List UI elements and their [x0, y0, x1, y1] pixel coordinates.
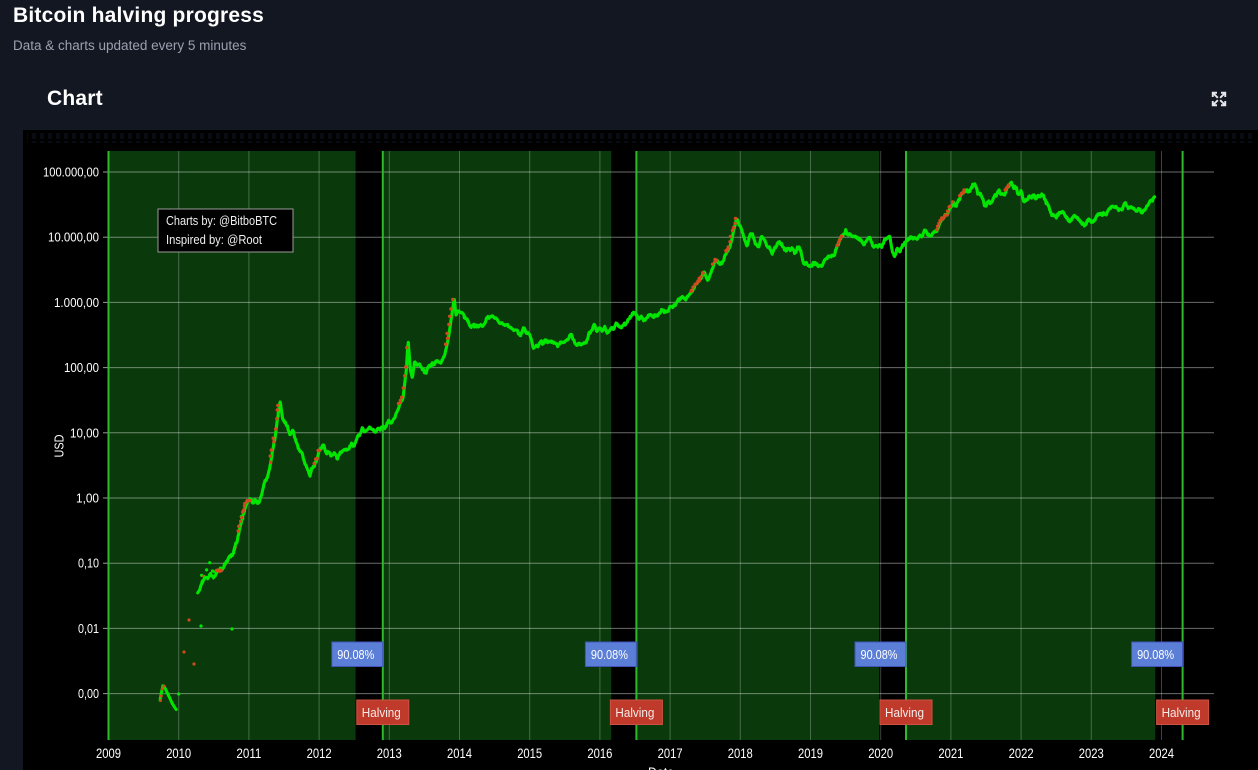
svg-text:0,00: 0,00 [78, 686, 99, 701]
svg-text:Date: Date [648, 765, 674, 770]
svg-text:2023: 2023 [1079, 746, 1104, 761]
svg-text:USD: USD [52, 435, 67, 458]
svg-text:2017: 2017 [658, 746, 683, 761]
svg-text:10,00: 10,00 [70, 425, 99, 440]
svg-text:2021: 2021 [938, 746, 963, 761]
svg-text:2015: 2015 [517, 746, 542, 761]
svg-text:2016: 2016 [587, 746, 612, 761]
svg-text:100,00: 100,00 [64, 360, 99, 375]
svg-text:1,00: 1,00 [76, 491, 99, 506]
svg-text:2024: 2024 [1149, 746, 1174, 761]
svg-text:2022: 2022 [1009, 746, 1034, 761]
svg-text:2011: 2011 [236, 746, 261, 761]
svg-text:2012: 2012 [307, 746, 332, 761]
svg-text:2018: 2018 [728, 746, 753, 761]
svg-text:10.000,00: 10.000,00 [48, 230, 99, 245]
svg-text:2019: 2019 [798, 746, 823, 761]
svg-text:2009: 2009 [96, 746, 121, 761]
svg-text:Halving: Halving [1162, 705, 1201, 720]
svg-text:2013: 2013 [377, 746, 402, 761]
svg-text:90.08%: 90.08% [861, 647, 898, 662]
svg-text:90.08%: 90.08% [337, 647, 374, 662]
svg-text:100.000,00: 100.000,00 [43, 165, 99, 180]
svg-text:2020: 2020 [868, 746, 893, 761]
svg-text:0,10: 0,10 [78, 556, 99, 571]
svg-text:2010: 2010 [166, 746, 191, 761]
svg-text:90.08%: 90.08% [1137, 647, 1174, 662]
svg-text:Halving: Halving [362, 705, 401, 720]
svg-text:2014: 2014 [447, 746, 472, 761]
svg-text:Inspired by: @Root: Inspired by: @Root [166, 233, 262, 247]
svg-text:1.000,00: 1.000,00 [54, 295, 99, 310]
svg-text:Charts by: @BitboBTC: Charts by: @BitboBTC [166, 214, 277, 228]
svg-text:Halving: Halving [615, 705, 654, 720]
svg-text:Halving: Halving [885, 705, 924, 720]
svg-text:90.08%: 90.08% [591, 647, 628, 662]
svg-text:0,01: 0,01 [78, 621, 99, 636]
